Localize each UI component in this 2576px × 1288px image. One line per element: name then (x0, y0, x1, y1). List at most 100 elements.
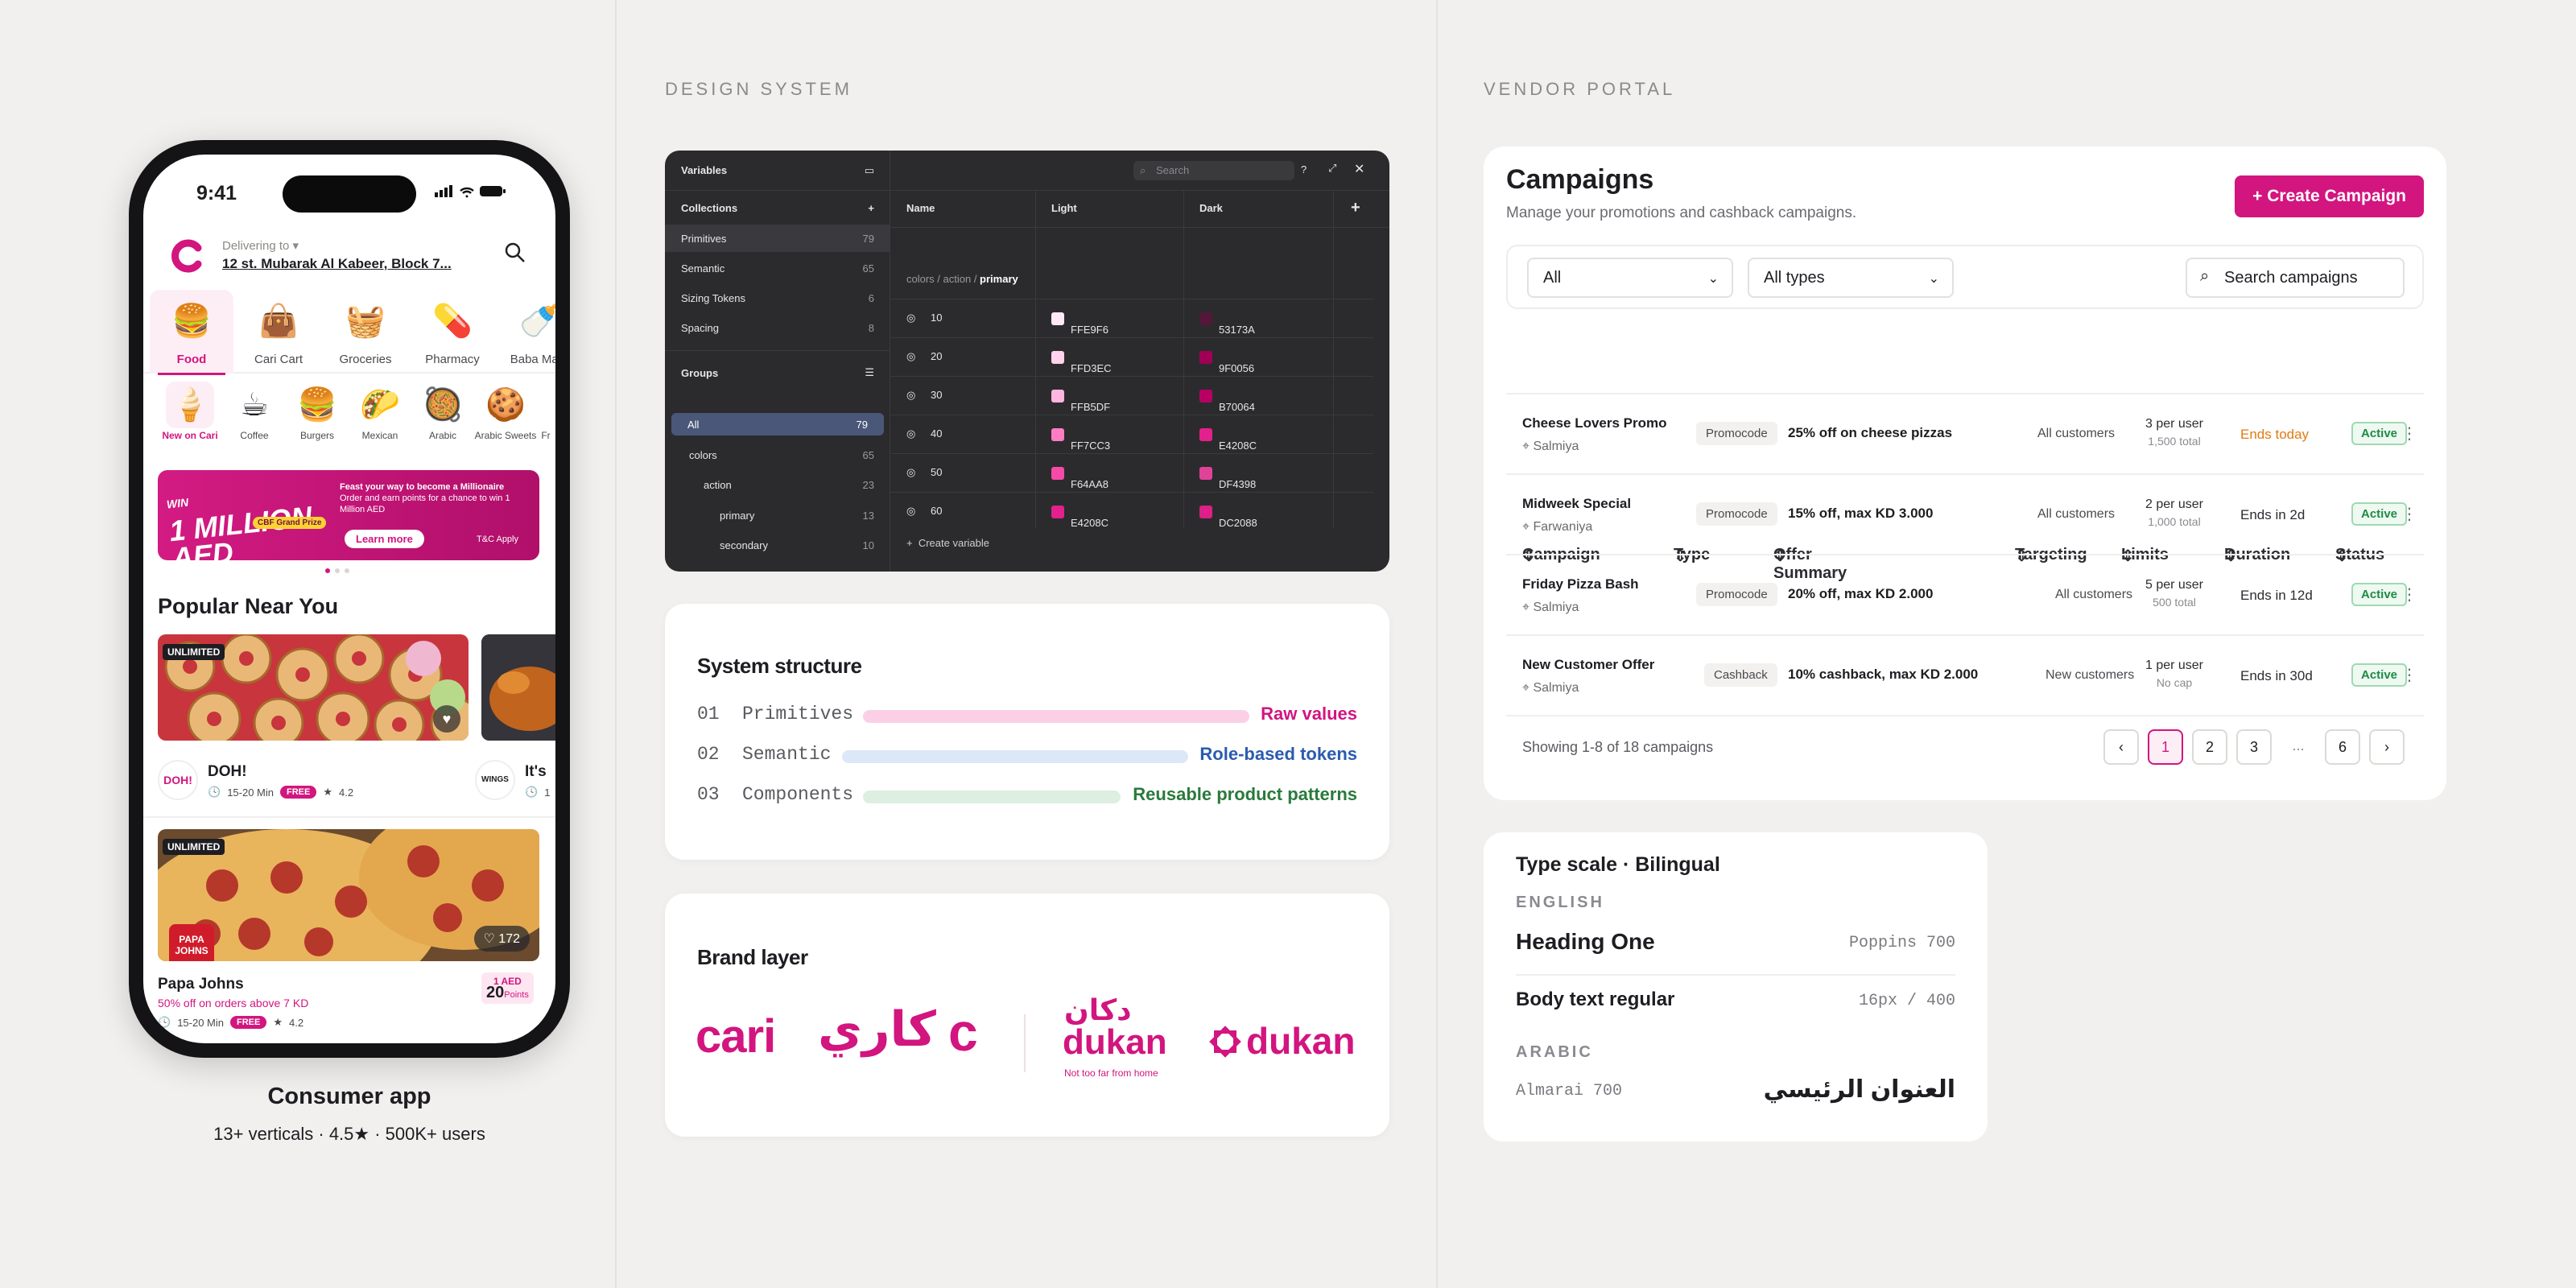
list-icon[interactable]: ☰ (865, 366, 874, 378)
restaurant-name: It's (525, 763, 547, 780)
table-row[interactable]: Cheese Lovers Promo ⌖ Salmiya Promocode 25%… (1506, 393, 2424, 473)
variable-icon: ◎ (906, 312, 916, 324)
tab-groceries[interactable]: 🧺 Groceries (324, 290, 407, 374)
tab-pharmacy[interactable]: 💊 Pharmacy (411, 290, 494, 374)
subcategory-burgers[interactable]: 🍔 Burgers (285, 382, 349, 441)
page-3-button[interactable]: 3 (2236, 729, 2272, 765)
light-value[interactable]: FFE9F6 (1051, 312, 1108, 336)
dukan-flower-icon (1209, 1026, 1241, 1058)
collection-item[interactable]: Sizing Tokens 6 (665, 284, 890, 312)
limits: 1 per user No cap (2134, 658, 2215, 689)
table-row[interactable]: Midweek Special ⌖ Farwaniya Promocode 15% o… (1506, 473, 2424, 554)
subcategory-new-on-cari[interactable]: 🍦 New on Cari (158, 382, 222, 441)
table-row[interactable]: New Customer Offer ⌖ Salmiya Cashback 10% c… (1506, 634, 2424, 715)
group-item[interactable]: colors 65 (665, 441, 890, 469)
variable-row[interactable]: ◎ 60 E4208C DC2088 (890, 492, 1373, 530)
page-2-button[interactable]: 2 (2192, 729, 2227, 765)
variables-search[interactable]: ⌕ Search (1133, 161, 1294, 180)
more-icon[interactable]: ⋮ (2401, 425, 2417, 443)
variable-row[interactable]: ◎ 10 FFE9F6 53173A (890, 299, 1373, 337)
restaurant-card-wings[interactable] (481, 634, 555, 741)
light-value[interactable]: FF7CC3 (1051, 427, 1110, 452)
more-icon[interactable]: ⋮ (2401, 506, 2417, 523)
light-swatch (1051, 350, 1064, 364)
type-filter[interactable]: All types ⌄ (1748, 258, 1954, 298)
prev-page-button[interactable]: ‹ (2103, 729, 2139, 765)
collection-item[interactable]: Semantic 65 (665, 254, 890, 282)
learn-more-button[interactable]: Learn more (345, 530, 424, 548)
search-input[interactable]: ⌕ Search campaigns (2186, 258, 2405, 298)
tab-cari-cart[interactable]: 👜 Cari Cart (237, 290, 320, 374)
close-icon[interactable]: ✕ (1354, 163, 1365, 176)
status-filter[interactable]: All ⌄ (1527, 258, 1733, 298)
subcategory-arabic-sweets[interactable]: 🍪 Arabic Sweets (473, 382, 538, 441)
group-item[interactable]: action 23 (665, 471, 890, 498)
card-title: Brand layer (697, 945, 808, 969)
help-icon[interactable]: ? (1301, 163, 1307, 175)
expand-icon[interactable]: ⤢ (1328, 162, 1337, 174)
tab-food[interactable]: 🍔 Food (150, 290, 233, 375)
promo-banner[interactable]: WIN 1 MILLION AED CBF Grand Prize Feast yo… (158, 470, 539, 575)
light-value[interactable]: E4208C (1051, 505, 1108, 529)
duration: Ends today (2240, 427, 2310, 442)
sidebar-toggle-icon[interactable]: ▭ (864, 163, 874, 176)
variable-row[interactable]: ◎ 20 FFD3EC 9F0056 (890, 337, 1373, 376)
tab-baby[interactable]: 🍼 Baba Mam (497, 290, 555, 374)
plus-icon: + (906, 537, 919, 549)
dukan-wordmark: dukan (1063, 1022, 1167, 1062)
light-value[interactable]: FFD3EC (1051, 350, 1112, 374)
page-1-button[interactable]: 1 (2148, 729, 2183, 765)
collection-item[interactable]: Spacing 8 (665, 314, 890, 341)
create-variable-button[interactable]: + Create variable (906, 537, 989, 549)
row-label: Raw values (1261, 704, 1357, 724)
variable-row[interactable]: ◎ 30 FFB5DF B70064 (890, 376, 1373, 415)
search-icon[interactable] (504, 242, 528, 266)
variable-row[interactable]: ◎ 40 FF7CC3 E4208C (890, 415, 1373, 453)
dynamic-island (283, 175, 416, 213)
next-page-button[interactable]: › (2369, 729, 2405, 765)
dark-value[interactable]: DF4398 (1199, 466, 1256, 490)
delivery-address[interactable]: 12 st. Mubarak Al Kabeer, Block 7... (222, 256, 452, 271)
more-icon[interactable]: ⋮ (2401, 667, 2417, 684)
page-6-button[interactable]: 6 (2325, 729, 2360, 765)
likes-pill[interactable]: ♡ 172 (473, 926, 530, 952)
create-campaign-button[interactable]: + Create Campaign (2235, 175, 2424, 217)
light-value[interactable]: FFB5DF (1051, 389, 1110, 413)
variables-toolbar: ⌕ Search ? ⤢ ✕ (890, 151, 1389, 191)
variable-row[interactable]: ◎ 50 F64AA8 DF4398 (890, 453, 1373, 492)
shopping-bag-icon: 👜 (258, 303, 299, 339)
coffee-icon: ☕ (240, 387, 269, 423)
restaurant-card-papa-johns[interactable]: UNLIMITED ♡ 172 PAPA JOHNS (158, 829, 539, 961)
dark-value[interactable]: DC2088 (1199, 505, 1257, 529)
heart-icon[interactable]: ♥ (433, 705, 460, 733)
light-value[interactable]: F64AA8 (1051, 466, 1108, 490)
variable-icon: ◎ (906, 389, 916, 401)
dark-value[interactable]: 9F0056 (1199, 350, 1254, 374)
subcategory-coffee[interactable]: ☕ Coffee (222, 382, 287, 441)
subcategory-arabic[interactable]: 🥘 Arabic (411, 382, 475, 441)
restaurant-card-doh[interactable]: UNLIMITED ♥ (158, 634, 469, 741)
subcategory-fries[interactable]: Fr (530, 382, 555, 441)
group-item[interactable]: primary 13 (665, 502, 890, 529)
collection-count: 79 (862, 232, 874, 245)
dark-value[interactable]: E4208C (1199, 427, 1257, 452)
add-collection-icon[interactable]: + (868, 201, 874, 214)
tab-label: Cari Cart (254, 353, 303, 366)
banner-body: Order and earn points for a chance to wi… (340, 493, 510, 514)
dark-value[interactable]: 53173A (1199, 312, 1255, 336)
group-item[interactable]: secondary 10 (665, 531, 890, 559)
group-item-all[interactable]: All 79 (671, 413, 884, 436)
variable-name: 30 (931, 389, 943, 401)
more-icon[interactable]: ⋮ (2401, 586, 2417, 604)
collection-item[interactable]: Primitives 79 (665, 225, 890, 252)
unlimited-badge: UNLIMITED (163, 839, 225, 855)
subcategory-mexican[interactable]: 🌮 Mexican (348, 382, 412, 441)
cari-logo[interactable] (171, 238, 208, 275)
baby-icon: 🍼 (519, 303, 555, 339)
table-row[interactable]: Friday Pizza Bash ⌖ Salmiya Promocode 20% o… (1506, 554, 2424, 634)
add-mode-icon[interactable]: + (1351, 199, 1360, 217)
status-badge: Active (2351, 583, 2408, 606)
subcategory-row: 🍦 New on Cari ☕ Coffee 🍔 Burgers 🌮 Mexican 🥘… (143, 382, 555, 459)
dark-value[interactable]: B70064 (1199, 389, 1255, 413)
row-name: Primitives (742, 704, 854, 724)
